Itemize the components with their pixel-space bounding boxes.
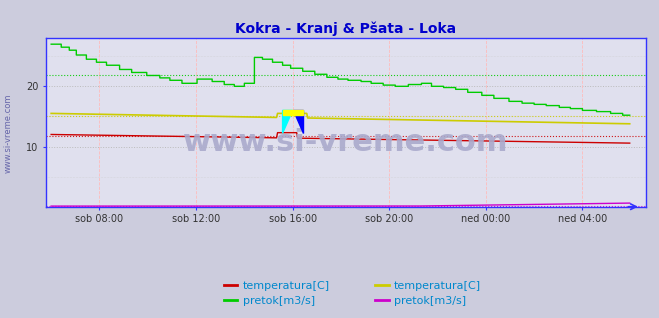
Legend: temperatura[C], pretok[m3/s]: temperatura[C], pretok[m3/s] [376,280,481,306]
Title: Kokra - Kranj & Pšata - Loka: Kokra - Kranj & Pšata - Loka [235,21,457,36]
Text: www.si-vreme.com: www.si-vreme.com [183,128,509,157]
Polygon shape [293,110,302,133]
Text: www.si-vreme.com: www.si-vreme.com [4,94,13,173]
Legend: temperatura[C], pretok[m3/s]: temperatura[C], pretok[m3/s] [224,280,330,306]
Polygon shape [283,110,293,133]
Polygon shape [283,110,302,115]
